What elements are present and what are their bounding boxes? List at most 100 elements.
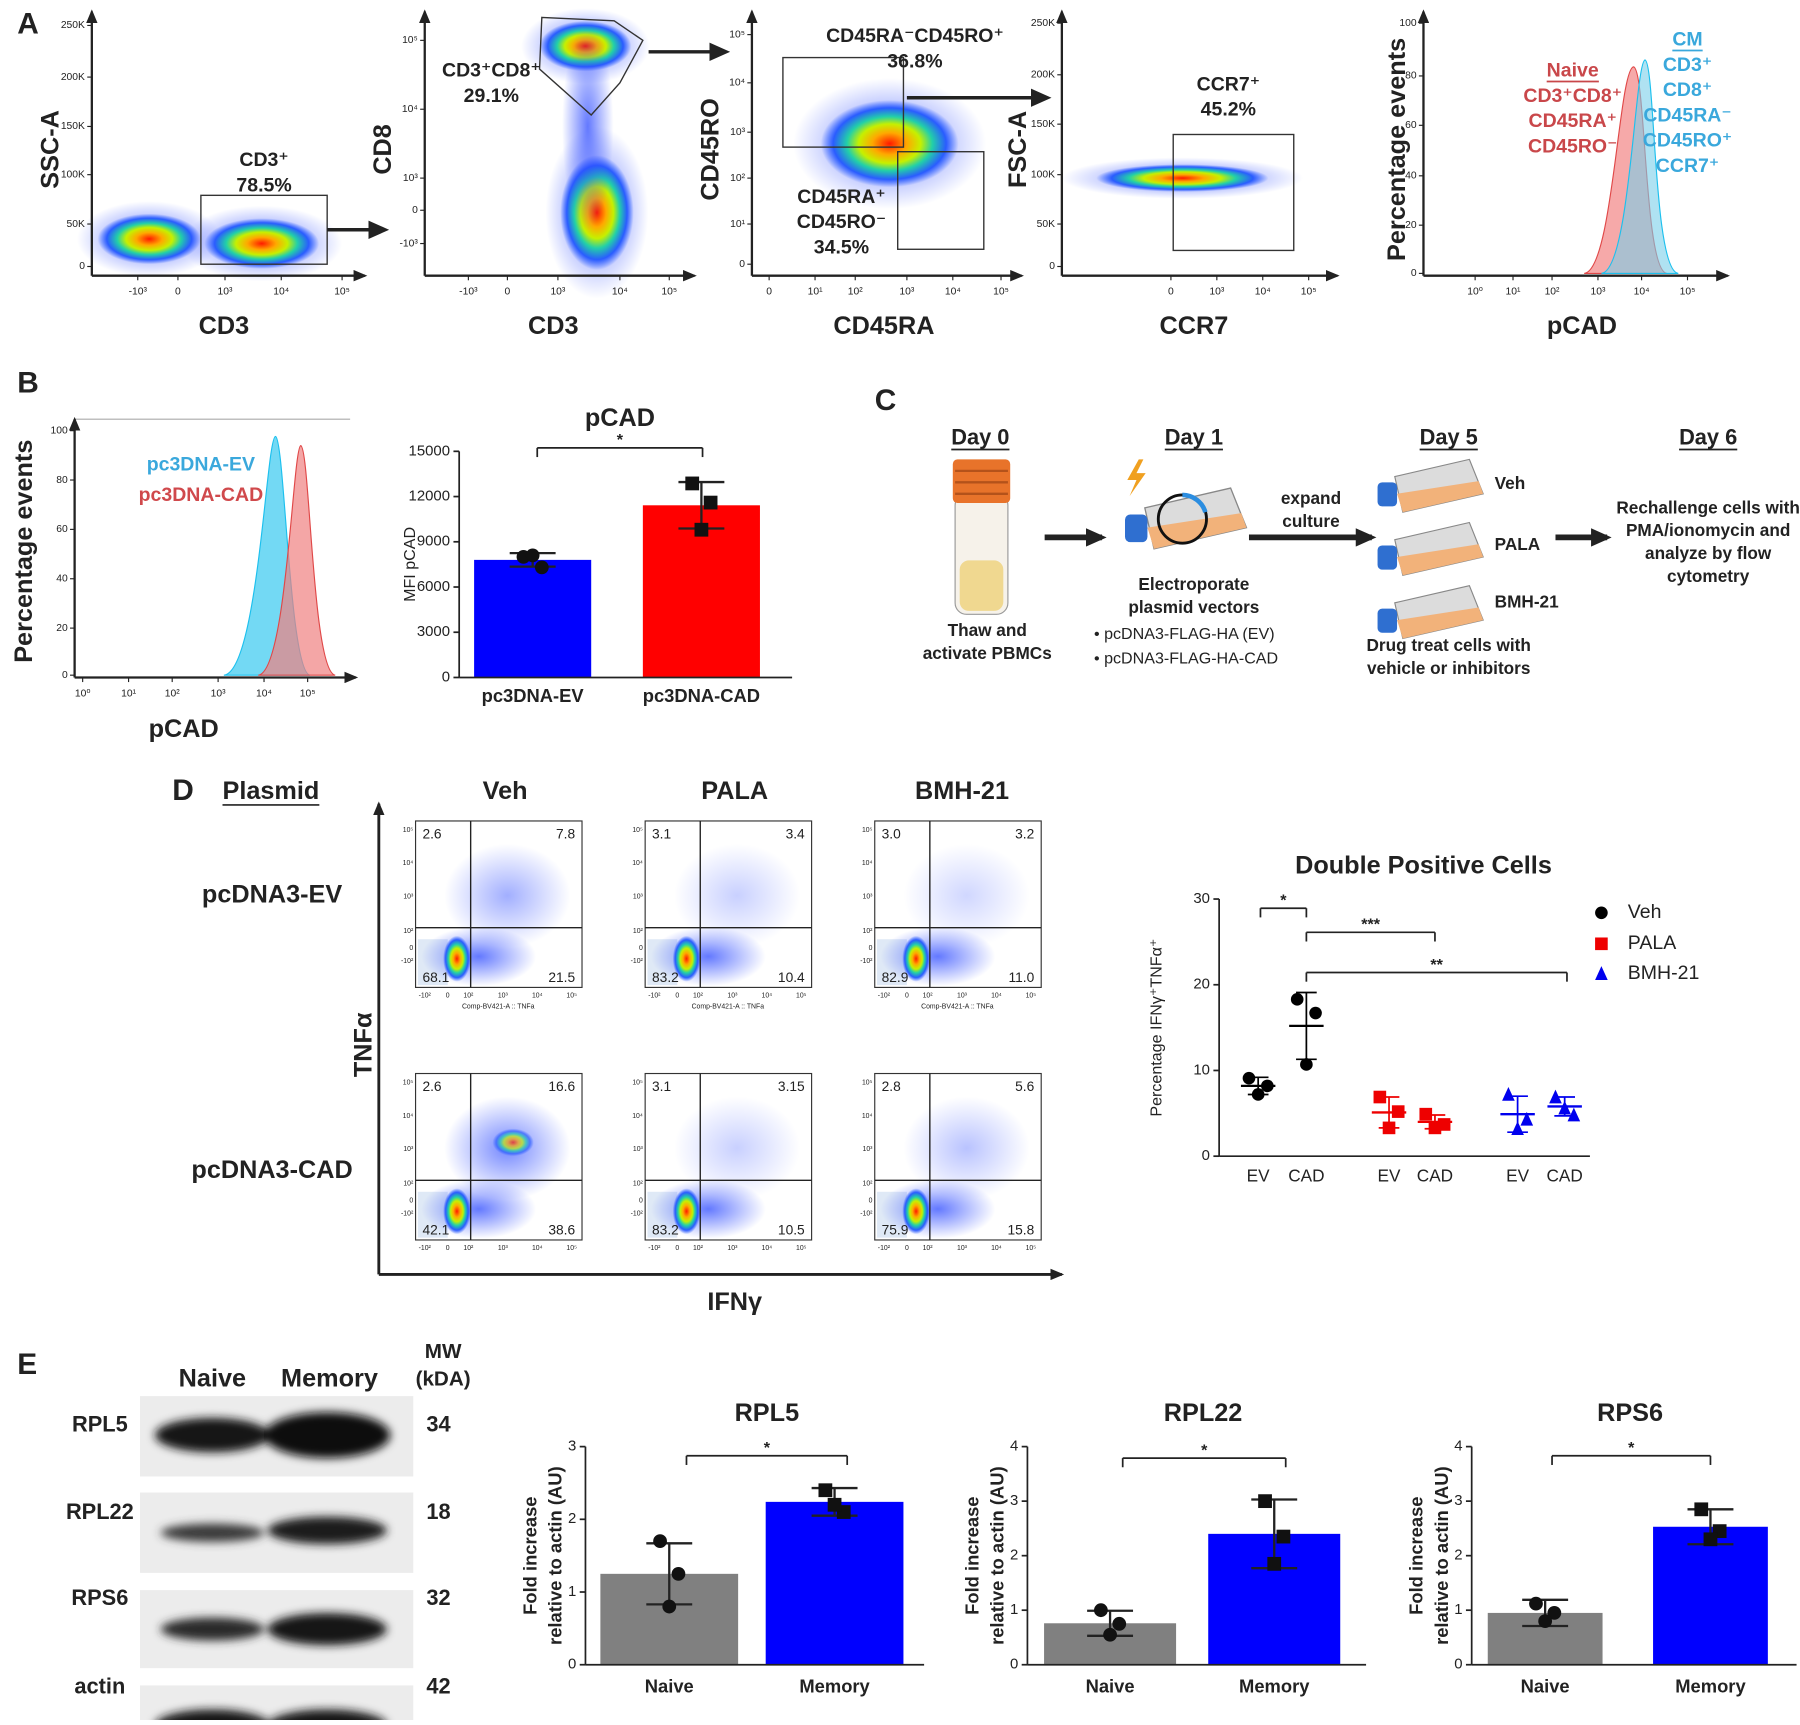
- y-tick-label: 1: [568, 1583, 576, 1600]
- gate: [782, 56, 905, 148]
- x-tick-label: Naive: [1086, 1676, 1135, 1697]
- x-tick-label: EV: [1506, 1165, 1529, 1185]
- x-tick-label: 10³: [498, 992, 509, 999]
- x-tick-label: 10⁴: [532, 1245, 543, 1252]
- data-point: [1112, 1616, 1127, 1631]
- y-tick-label: 10⁴: [862, 1113, 873, 1120]
- column-header: Veh: [483, 777, 528, 805]
- y-tick-label: 10⁴: [403, 860, 414, 867]
- y-tick-label: 10⁵: [403, 827, 414, 834]
- flask: [1376, 521, 1484, 576]
- y-axis-label: CD8: [369, 124, 397, 175]
- histogram-cm: [1601, 59, 1679, 274]
- gate-label: CD3⁺: [239, 149, 288, 171]
- x-tick-label: 0: [675, 1245, 679, 1252]
- y-tick-label: 10⁵: [402, 35, 418, 46]
- x-tick-label: -10²: [878, 992, 891, 999]
- gate: [897, 151, 985, 250]
- bar: [765, 1501, 904, 1665]
- row-label: pcDNA3-CAD: [191, 1156, 352, 1184]
- legend-marker: [1595, 937, 1608, 951]
- data-point: [1258, 1494, 1272, 1509]
- density-core: [204, 218, 320, 269]
- x-tick-label: 10³: [727, 992, 738, 999]
- mw-value: 32: [426, 1585, 450, 1610]
- x-tick-label: 10⁴: [1255, 286, 1271, 297]
- column-header: PALA: [701, 777, 768, 805]
- data-point: [1538, 1614, 1553, 1628]
- x-tick-label: 10³: [1590, 286, 1605, 297]
- x-tick-label: 10⁵: [1026, 1245, 1037, 1252]
- legend-naive: CD45RO⁻: [1528, 135, 1617, 157]
- data-point: [1309, 1006, 1322, 1020]
- gate-label: CD45RO⁻: [797, 211, 886, 233]
- y-tick-label: 3: [568, 1438, 576, 1455]
- data-point: [827, 1497, 842, 1512]
- y-tick-label: 10⁵: [862, 827, 873, 834]
- y-tick-label: 10⁵: [862, 1080, 873, 1087]
- data-point: [1703, 1532, 1718, 1547]
- y-tick-label: 150K: [1031, 119, 1055, 130]
- y-tick-label: 10⁵: [632, 1080, 643, 1087]
- y-tick-label: 10⁴: [862, 860, 873, 867]
- x-tick-label: -10²: [419, 1245, 432, 1252]
- quadrant-value: 38.6: [548, 1222, 575, 1237]
- data-point: [1529, 1596, 1543, 1611]
- density-core: [1096, 164, 1269, 192]
- x-tick-label: EV: [1378, 1165, 1401, 1185]
- y-tick-label: 10²: [633, 928, 644, 935]
- y-tick-label: 3: [1010, 1492, 1018, 1509]
- x-tick-label: 10³: [211, 688, 226, 699]
- x-tick-label: 10³: [218, 286, 233, 297]
- gate-label: CD45RA⁺: [797, 186, 885, 208]
- column-header: BMH-21: [915, 777, 1009, 805]
- x-tick-label: 10¹: [121, 688, 136, 699]
- y-tick-label: -10²: [401, 1210, 414, 1217]
- data-point: [1261, 1079, 1274, 1093]
- quadrant-value: 5.6: [1015, 1079, 1034, 1094]
- y-tick-label: 0: [1010, 1656, 1018, 1673]
- legend-entry: pc3DNA-CAD: [139, 484, 264, 506]
- bar: [1653, 1526, 1768, 1665]
- data-point: [1694, 1502, 1709, 1517]
- chart-title: Double Positive Cells: [1295, 852, 1552, 880]
- chart-title: RPL22: [1164, 1399, 1243, 1427]
- day-header: Day 1: [1165, 424, 1223, 449]
- plasmid-bullet: • pcDNA3-FLAG-HA (EV): [1094, 625, 1275, 643]
- bar: [474, 559, 592, 678]
- x-axis-label: CD45RA: [833, 312, 934, 340]
- flask: [1376, 458, 1484, 513]
- gate-label: 29.1%: [464, 85, 519, 107]
- chart-title: RPL5: [735, 1399, 800, 1427]
- x-tick-label: 10²: [923, 1245, 934, 1252]
- legend-cm: CD3⁺: [1663, 54, 1712, 76]
- significance-label: ***: [1361, 916, 1381, 934]
- quadrant-value: 3.0: [882, 826, 901, 841]
- legend-naive: CD45RA⁺: [1529, 110, 1617, 132]
- quadrant-value: 21.5: [548, 970, 575, 985]
- x-tick-label: 10⁵: [796, 1245, 807, 1252]
- density-core: [492, 1128, 534, 1157]
- x-tick-label: Naive: [645, 1676, 694, 1697]
- legend-naive: Naive: [1547, 60, 1599, 82]
- y-tick-label: 0: [409, 945, 413, 952]
- data-point: [1276, 1529, 1291, 1544]
- y-tick-label: 0: [1049, 261, 1055, 272]
- x-tick-label: 10⁴: [762, 1245, 773, 1252]
- quadrant-value: 75.9: [882, 1222, 909, 1237]
- data-point: [653, 1534, 667, 1549]
- legend-cm: CD45RO⁺: [1643, 130, 1732, 152]
- density-core: [672, 935, 701, 982]
- density-core: [443, 935, 471, 982]
- x-tick-label: -10²: [648, 992, 661, 999]
- mw-value: 42: [426, 1673, 450, 1698]
- x-tick-label: 10³: [899, 286, 914, 297]
- y-tick-label: -10²: [631, 1210, 644, 1217]
- y-axis-label: Percentage events: [10, 440, 38, 663]
- density-cloud: [903, 843, 1030, 948]
- y-tick-label: 200K: [1031, 70, 1055, 81]
- data-point: [671, 1566, 686, 1581]
- x-tick-label: 10⁵: [796, 992, 807, 999]
- data-point: [818, 1483, 833, 1498]
- y-tick-label: 10³: [863, 894, 874, 901]
